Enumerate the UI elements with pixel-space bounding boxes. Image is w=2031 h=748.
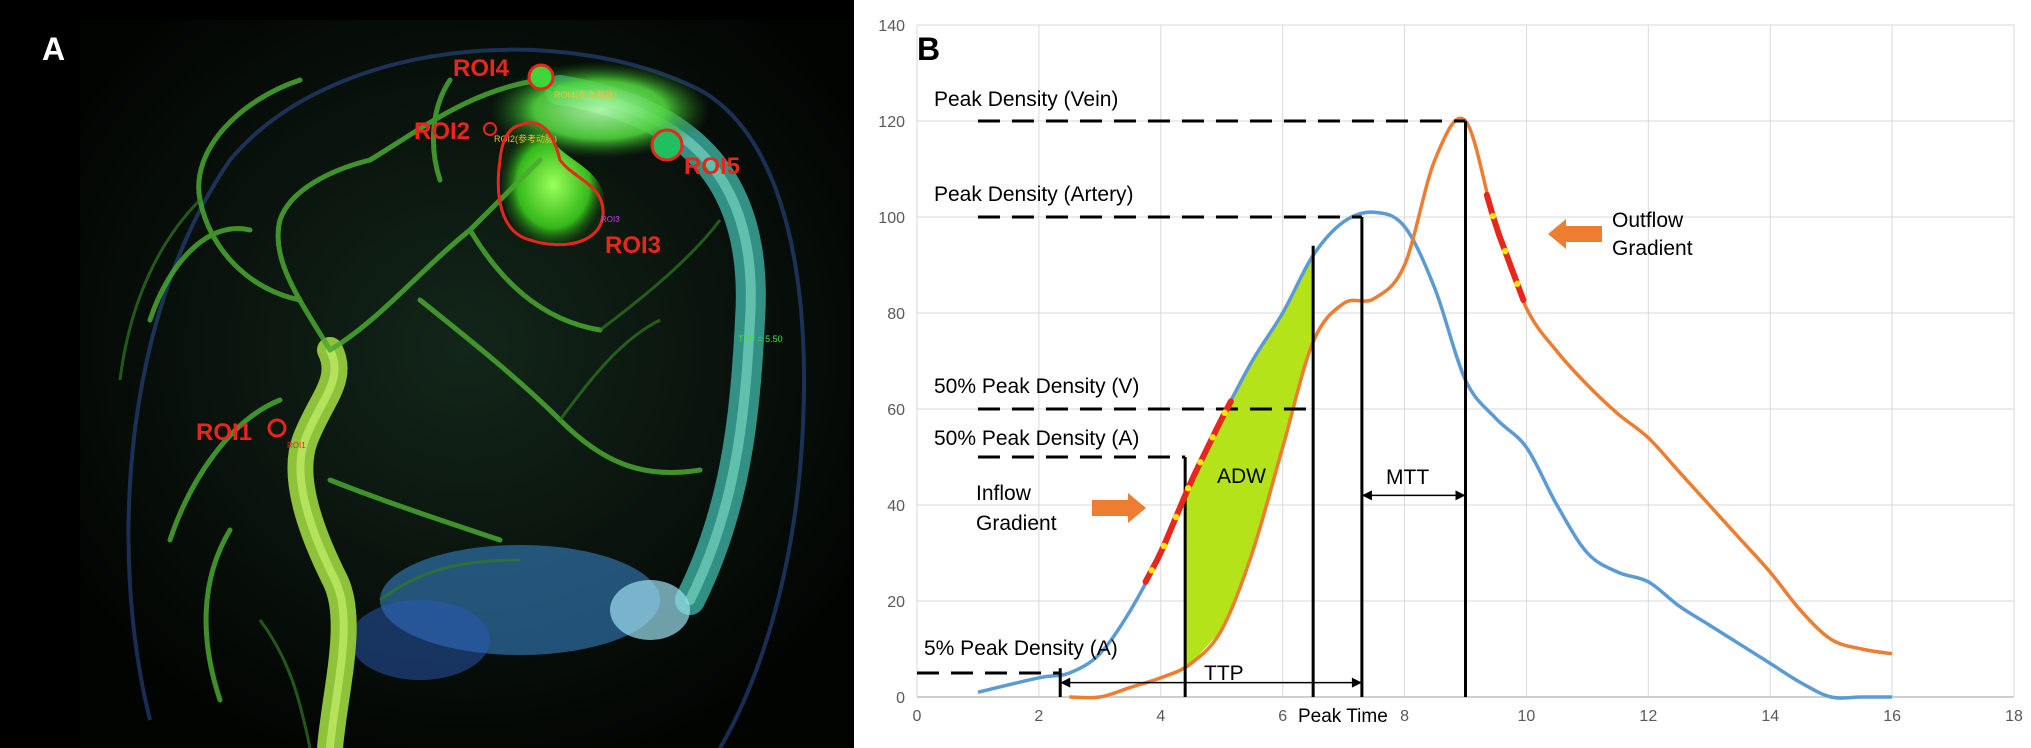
roi4-marker[interactable] — [527, 63, 555, 91]
roi4-label: ROI4 — [453, 55, 510, 82]
panel-b-label: B — [917, 31, 940, 67]
inflow-arrow — [1092, 493, 1146, 523]
inflow-gradient-dot — [1148, 567, 1155, 574]
peak-vein-label: Peak Density (Vein) — [934, 88, 1118, 111]
roi1-label: ROI1 — [196, 419, 252, 446]
half-peak-v-label: 50% Peak Density (V) — [934, 375, 1139, 398]
ttp-arrow-head-left — [1060, 677, 1071, 688]
roi3-label: ROI3 — [605, 232, 661, 259]
x-tick-label: 12 — [1639, 708, 1657, 725]
adw-region — [1185, 255, 1314, 667]
ttp-arrow — [1060, 677, 1362, 688]
y-tick-label: 60 — [887, 402, 905, 419]
roi5-marker[interactable] — [650, 128, 684, 162]
y-tick-label: 140 — [878, 18, 905, 35]
ttp-label: TTP — [1204, 662, 1244, 685]
y-tick-label: 80 — [887, 306, 905, 323]
y-tick-label: 100 — [878, 210, 905, 227]
five-pct-a-label: 5% Peak Density (A) — [924, 637, 1118, 660]
roi3-sublabel: ROI3 — [601, 215, 620, 224]
roi2-marker[interactable] — [483, 122, 497, 136]
x-tick-label: 2 — [1034, 708, 1043, 725]
x-tick-label: 8 — [1400, 708, 1409, 725]
cortical-vessels — [147, 77, 703, 703]
outflow-arrow — [1548, 219, 1602, 249]
axis-ticks: 0 2 4 6 8 10 12 14 16 18 0 20 40 60 80 100 120 140 — [878, 18, 2023, 725]
roi1-marker[interactable] — [267, 418, 287, 438]
inflow-label-2: Gradient — [976, 512, 1057, 535]
y-tick-label: 0 — [896, 690, 905, 707]
chart-annotations: B Peak Density (Vein) Peak Density (Arte… — [917, 31, 1693, 727]
mtt-arrow-head-left — [1361, 490, 1372, 501]
half-peak-a-label: 50% Peak Density (A) — [934, 427, 1139, 450]
skull-outline — [126, 47, 807, 748]
x-tick-label: 14 — [1761, 708, 1779, 725]
inflow-gradient — [1142, 398, 1234, 585]
roi2-sublabel: ROI2(参考动脉) — [494, 133, 557, 144]
panel-a-label: A — [42, 31, 65, 67]
x-tick-label: 18 — [2005, 708, 2023, 725]
roi5-label: ROI5 — [684, 153, 740, 180]
outflow-gradient-dot — [1501, 247, 1509, 255]
mtt-arrow — [1361, 490, 1466, 501]
outflow-label-2: Gradient — [1612, 237, 1693, 260]
avm-nidus — [501, 123, 606, 247]
inflow-gradient-dot — [1209, 434, 1216, 441]
y-tick-label: 120 — [878, 114, 905, 131]
roi2-label: ROI2 — [414, 118, 470, 145]
adw-fill — [1185, 255, 1314, 667]
roi4-sublabel: ROI4(参考静脉) — [554, 89, 617, 100]
x-tick-label: 10 — [1518, 708, 1536, 725]
roi3-outline[interactable] — [496, 121, 605, 247]
ttp-readout: TTP = 5.50 — [738, 334, 783, 344]
inflow-gradient-dot — [1221, 409, 1228, 417]
peak-time-label: Peak Time — [1298, 706, 1388, 727]
inflow-gradient-dot — [1185, 485, 1192, 492]
x-tick-label: 0 — [913, 708, 922, 725]
time-density-chart: 0 2 4 6 8 10 12 14 16 18 0 20 40 60 80 100 120 140 B Peak… — [878, 18, 2023, 727]
x-tick-label: 16 — [1883, 708, 1901, 725]
outflow-gradient-dot — [1514, 280, 1521, 287]
outflow-gradient-dot — [1489, 212, 1497, 220]
x-tick-label: 6 — [1278, 708, 1287, 725]
y-tick-label: 40 — [887, 498, 905, 515]
inflow-gradient-dot — [1197, 459, 1204, 466]
angiography-panel: ROI1 ROI1 ROI2 ROI2(参考动脉) ROI3 ROI3 ROI4… — [0, 0, 854, 748]
inflow-label-1: Inflow — [976, 482, 1032, 505]
x-tick-label: 4 — [1156, 708, 1165, 725]
inflow-gradient-dot — [1172, 513, 1180, 521]
adw-label: ADW — [1217, 465, 1266, 488]
artery-curve — [977, 210, 1893, 700]
outflow-gradient — [1483, 191, 1527, 304]
y-tick-label: 20 — [887, 594, 905, 611]
mtt-arrow-head-right — [1455, 490, 1466, 501]
outflow-label-1: Outflow — [1612, 209, 1684, 232]
roi1-sublabel: ROI1 — [287, 441, 306, 450]
mtt-label: MTT — [1386, 466, 1429, 489]
peak-artery-label: Peak Density (Artery) — [934, 183, 1134, 206]
inflow-gradient-dot — [1160, 542, 1168, 549]
ttp-arrow-head-right — [1351, 677, 1362, 688]
